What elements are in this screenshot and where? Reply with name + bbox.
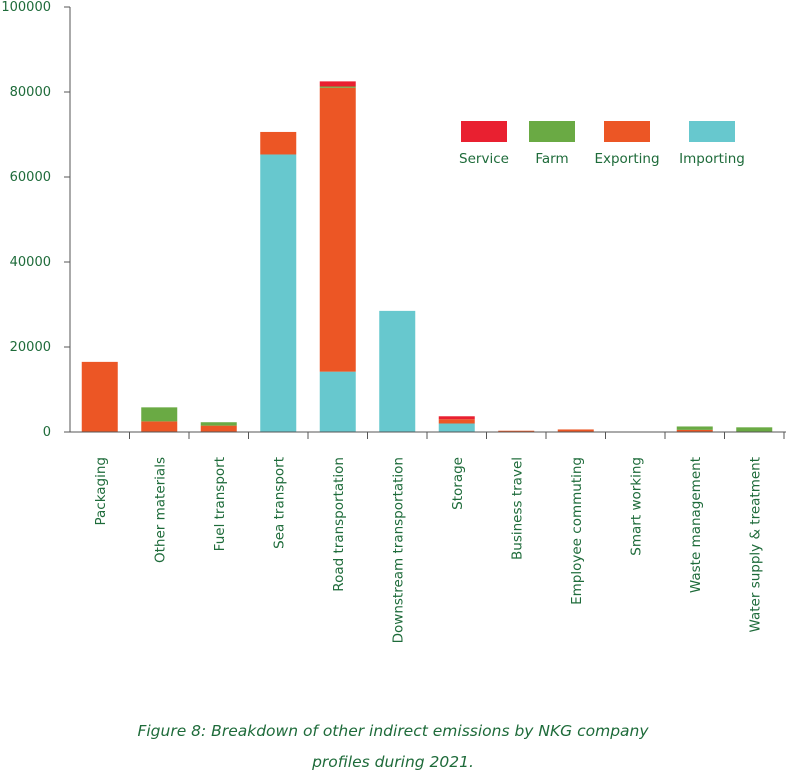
bar-water-supply-treatment-farm (736, 427, 773, 432)
caption-line-2: profiles during 2021. (312, 753, 474, 771)
legend-swatch-service (461, 121, 507, 142)
bar-business-travel-exporting (498, 430, 535, 432)
bar-packaging-exporting (81, 361, 118, 432)
x-category-label: Other materials (152, 457, 168, 563)
x-category-label: Downstream transportation (390, 457, 406, 643)
x-category-label: Storage (450, 457, 466, 510)
bar-other-materials-farm (141, 407, 178, 422)
bar-road-transportation-farm (319, 86, 356, 88)
y-axis: 0 20000 40000 60000 80000 100000 (1, 0, 71, 440)
bar-road-transportation-importing (319, 371, 356, 432)
legend-swatch-farm (529, 121, 575, 142)
x-category-label: Employee commuting (569, 457, 585, 605)
y-tick-label: 20000 (10, 340, 51, 355)
bar-downstream-transportation-importing (379, 310, 416, 432)
legend-label-importing: Importing (679, 151, 745, 167)
y-tick-label: 0 (43, 425, 51, 440)
bar-other-materials-exporting (141, 421, 178, 432)
bar-waste-management-farm (676, 426, 713, 430)
legend-label-exporting: Exporting (594, 151, 659, 167)
x-category-label: Packaging (93, 457, 109, 526)
legend-label-service: Service (459, 151, 509, 167)
y-tick-label: 80000 (10, 85, 51, 100)
bar-fuel-transport-farm (200, 422, 237, 426)
figure-caption: Figure 8: Breakdown of other indirect em… (0, 716, 786, 778)
bar-storage-service (438, 416, 475, 420)
x-category-label: Waste management (688, 457, 704, 593)
stacked-bar-chart: 0 20000 40000 60000 80000 100000 Packaging Oth… (1, 0, 786, 643)
legend-label-farm: Farm (535, 151, 568, 167)
bar-sea-transport-importing (260, 154, 297, 432)
legend-swatch-exporting (604, 121, 650, 142)
y-tick-label: 60000 (10, 170, 51, 185)
bar-fuel-transport-exporting (200, 425, 237, 432)
bar-storage-importing (438, 423, 475, 432)
bar-employee-commuting-exporting (557, 429, 594, 432)
bar-road-transportation-exporting (319, 87, 356, 372)
x-category-label: Smart working (628, 457, 644, 556)
x-category-label: Business travel (509, 457, 525, 560)
legend-swatch-importing (689, 121, 735, 142)
legend: Service Farm Exporting Importing (459, 121, 745, 167)
x-category-label: Fuel transport (212, 457, 228, 551)
x-axis: Packaging Other materials Fuel transport Se… (70, 431, 786, 643)
x-category-label: Road transportation (331, 457, 347, 592)
caption-line-1: Figure 8: Breakdown of other indirect em… (137, 722, 649, 740)
bar-storage-exporting (438, 419, 475, 424)
bar-sea-transport-exporting (260, 131, 297, 155)
x-category-label: Sea transport (271, 457, 287, 549)
bar-road-transportation-service (319, 81, 356, 87)
x-category-label: Water supply & treatment (747, 457, 763, 633)
bars (81, 81, 773, 432)
bar-waste-management-exporting (676, 429, 713, 432)
y-tick-label: 40000 (10, 255, 51, 270)
y-tick-label: 100000 (1, 0, 51, 15)
